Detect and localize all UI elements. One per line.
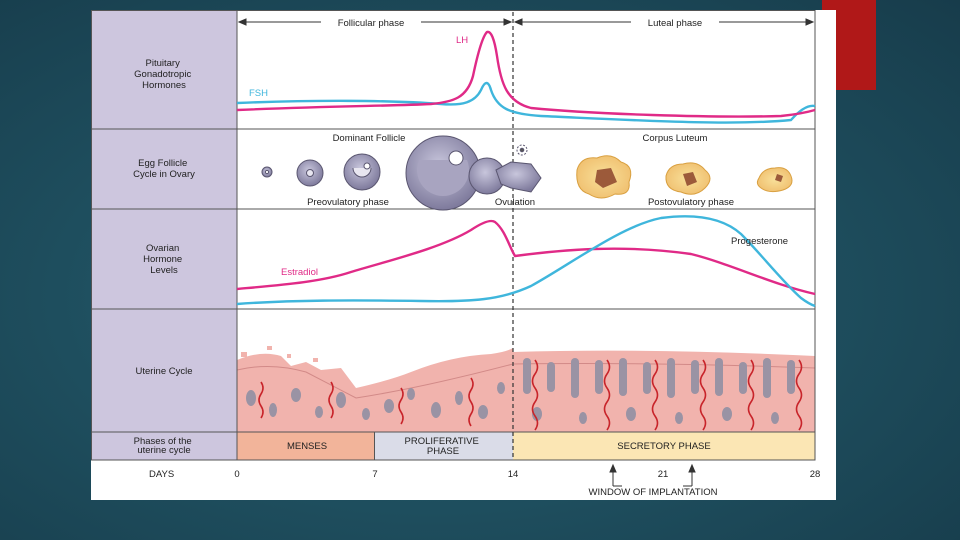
estradiol-curve <box>236 219 816 296</box>
day-tick-0: 0 <box>234 469 239 480</box>
day-tick-7: 7 <box>372 469 377 480</box>
postovulatory-label: Postovulatory phase <box>648 197 734 208</box>
implantation-window-bracket <box>609 463 696 487</box>
fsh-curve <box>236 81 816 124</box>
menses-band <box>237 432 375 460</box>
uterine-lining-illustration <box>236 346 816 432</box>
menses-label: MENSES <box>287 441 327 452</box>
luteal-phase-label: Luteal phase <box>648 18 702 29</box>
proliferative-label: PROLIFERATIVE PHASE <box>405 436 482 457</box>
progesterone-curve <box>236 215 816 308</box>
row-label-pituitary: Pituitary Gonadotropic Hormones <box>134 58 194 91</box>
lh-label: LH <box>456 35 468 46</box>
estradiol-label: Estradiol <box>281 267 318 278</box>
follicle-stages <box>261 135 542 211</box>
days-label: DAYS <box>149 469 174 480</box>
secretory-band <box>513 432 815 460</box>
row-label-egg-follicle: Egg Follicle Cycle in Ovary <box>133 158 195 180</box>
row-label-phases: Phases of the uterine cycle <box>134 436 195 456</box>
corpus-luteum-label: Corpus Luteum <box>643 133 708 144</box>
menstrual-cycle-diagram: Follicular phase Luteal phase Pituitary … <box>91 10 836 500</box>
fsh-label: FSH <box>249 88 268 99</box>
row-label-uterine: Uterine Cycle <box>135 366 192 377</box>
window-of-implantation-label: WINDOW OF IMPLANTATION <box>589 487 718 498</box>
day-tick-21: 21 <box>658 469 669 480</box>
day-tick-14: 14 <box>508 469 519 480</box>
follicular-phase-label: Follicular phase <box>338 18 405 29</box>
preovulatory-label: Preovulatory phase <box>307 197 389 208</box>
corpus-luteum-stages <box>576 155 793 199</box>
secretory-label: SECRETORY PHASE <box>617 441 710 452</box>
phase-header-arrows <box>237 18 815 26</box>
ovulation-label: Ovulation <box>495 197 535 208</box>
row-label-column <box>91 10 237 460</box>
row-label-ovarian: Ovarian Hormone Levels <box>143 243 185 276</box>
day-tick-28: 28 <box>810 469 821 480</box>
progesterone-label: Progesterone <box>731 236 788 247</box>
lh-curve <box>236 30 816 118</box>
proliferative-band <box>374 432 513 460</box>
dominant-follicle-label: Dominant Follicle <box>333 133 406 144</box>
